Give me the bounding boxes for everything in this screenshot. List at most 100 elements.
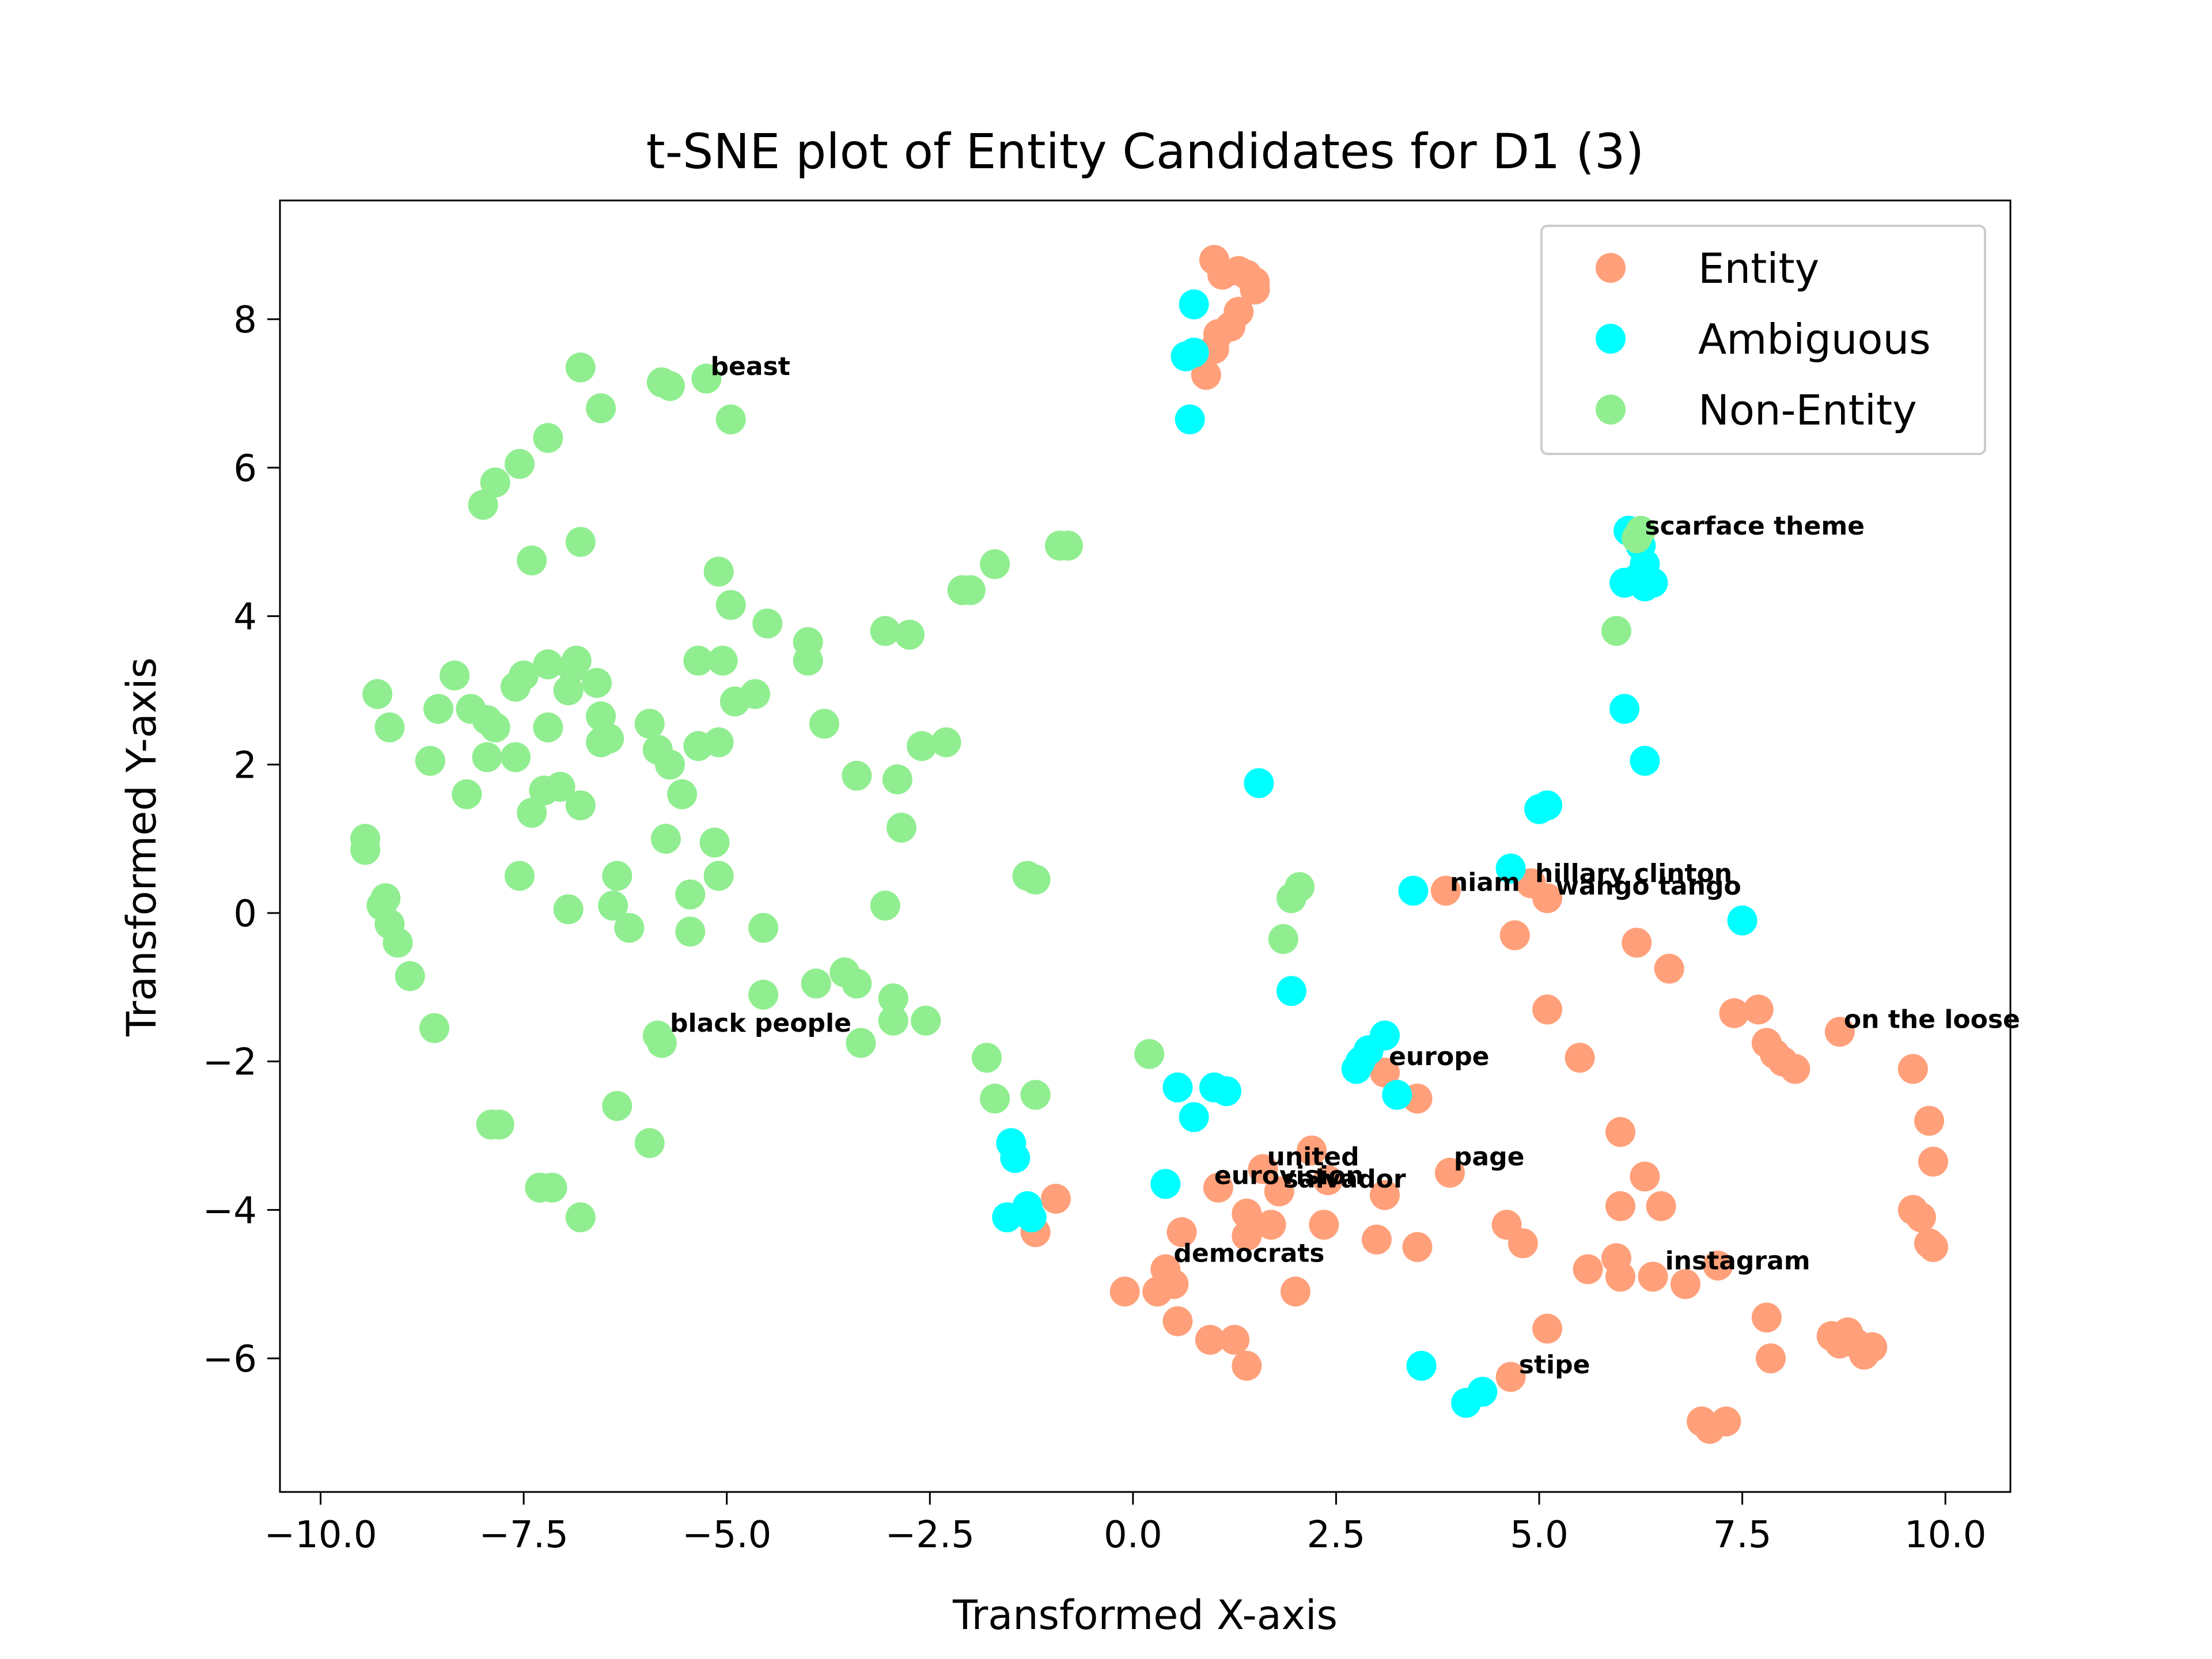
point-non-entity-96	[911, 1005, 941, 1036]
annotation-label: instagram	[1665, 1246, 1810, 1275]
x-tick-label: 10.0	[1904, 1514, 1987, 1556]
y-tick-label: −2	[203, 1041, 257, 1084]
point-non-entity-47	[545, 771, 575, 802]
point-entity-54	[1857, 1332, 1888, 1362]
point-non-entity-100	[1020, 1080, 1051, 1110]
x-tick-label: −2.5	[885, 1514, 975, 1556]
point-non-entity-81	[350, 835, 381, 865]
point-non-entity-77	[870, 891, 900, 921]
point-entity-74	[1402, 1232, 1433, 1262]
point-entity-16	[1654, 953, 1684, 984]
point-entity-28	[1918, 1146, 1948, 1177]
point-ambiguous-25	[1162, 1072, 1193, 1103]
point-entity-24	[1780, 1054, 1810, 1084]
point-entity-33	[1370, 1058, 1400, 1088]
y-tick-label: 4	[233, 596, 257, 639]
point-non-entity-35	[561, 645, 592, 676]
legend-label: Non-Entity	[1698, 386, 1917, 434]
x-tick-label: 2.5	[1307, 1514, 1366, 1556]
y-tick-label: 2	[233, 744, 257, 787]
point-non-entity-94	[878, 983, 908, 1014]
point-non-entity-104	[484, 1109, 514, 1140]
point-entity-75	[1166, 1217, 1197, 1247]
point-non-entity-59	[740, 679, 770, 709]
annotation-label: wango tango	[1555, 872, 1741, 901]
point-ambiguous-34	[1150, 1169, 1181, 1199]
point-non-entity-106	[537, 1172, 567, 1203]
point-entity-5	[1240, 274, 1270, 305]
annotation-label: europe	[1389, 1042, 1489, 1071]
y-tick-label: 6	[233, 448, 257, 490]
annotation-label: page	[1454, 1142, 1525, 1172]
plot-frame	[279, 199, 2012, 1493]
point-entity-36	[1630, 1161, 1660, 1192]
point-non-entity-89	[646, 1028, 677, 1058]
point-non-entity-50	[634, 709, 665, 739]
point-entity-84	[1232, 1351, 1262, 1381]
point-non-entity-60	[809, 709, 839, 739]
annotation-label: scarface theme	[1645, 512, 1865, 541]
point-non-entity-72	[602, 861, 632, 891]
point-ambiguous-16	[1398, 876, 1429, 906]
point-non-entity-6	[533, 423, 563, 453]
point-ambiguous-19	[1276, 976, 1306, 1006]
point-non-entity-57	[703, 727, 734, 757]
point-non-entity-8	[480, 467, 510, 498]
point-non-entity-101	[602, 1091, 632, 1121]
point-non-entity-37	[582, 668, 612, 698]
legend: Entity Ambiguous Non-Entity	[1540, 225, 1986, 455]
point-entity-67	[1370, 1180, 1400, 1210]
point-non-entity-2	[655, 371, 685, 402]
point-non-entity-32	[501, 672, 531, 702]
point-non-entity-12	[703, 556, 734, 587]
point-entity-79	[1109, 1277, 1140, 1307]
point-non-entity-3	[691, 363, 722, 394]
point-entity-45	[1670, 1269, 1700, 1300]
x-tick-label: −10.0	[264, 1514, 377, 1556]
point-entity-40	[1508, 1228, 1538, 1259]
point-non-entity-76	[505, 861, 535, 891]
point-ambiguous-3	[1175, 404, 1205, 435]
point-non-entity-0	[565, 352, 596, 382]
point-entity-57	[1711, 1406, 1741, 1437]
legend-marker-entity	[1596, 253, 1626, 283]
point-non-entity-68	[703, 861, 734, 891]
point-non-entity-108	[1134, 1039, 1165, 1069]
point-non-entity-97	[846, 1028, 876, 1058]
point-non-entity-45	[452, 779, 482, 809]
point-non-entity-62	[882, 764, 912, 794]
point-non-entity-26	[423, 694, 453, 724]
point-entity-65	[1297, 1135, 1327, 1166]
point-entity-80	[1280, 1277, 1310, 1307]
point-non-entity-102	[634, 1128, 665, 1158]
point-non-entity-36	[553, 675, 584, 706]
point-entity-25	[1824, 1017, 1855, 1047]
point-ambiguous-17	[1727, 905, 1758, 935]
point-non-entity-44	[501, 742, 531, 772]
annotation-label: niam	[1450, 868, 1520, 897]
point-non-entity-4	[586, 393, 616, 423]
point-non-entity-23	[1053, 531, 1083, 561]
point-ambiguous-10	[1609, 567, 1640, 598]
point-non-entity-91	[801, 968, 831, 999]
point-non-entity-16	[793, 645, 823, 676]
point-entity-70	[1232, 1198, 1262, 1229]
point-non-entity-99	[980, 1084, 1010, 1114]
point-entity-78	[1142, 1277, 1173, 1307]
point-non-entity-14	[752, 608, 783, 639]
legend-marker-non-entity	[1596, 395, 1626, 425]
point-non-entity-42	[415, 745, 445, 776]
point-non-entity-48	[517, 798, 547, 828]
point-entity-17	[1532, 994, 1563, 1025]
y-axis-title: Transformed Y-axis	[118, 657, 165, 1037]
point-non-entity-98	[972, 1043, 1002, 1073]
point-entity-19	[1719, 998, 1749, 1028]
point-entity-11	[1430, 876, 1461, 906]
point-entity-64	[1264, 1176, 1294, 1207]
x-tick-label: −5.0	[682, 1514, 771, 1556]
point-entity-18	[1565, 1043, 1595, 1073]
point-entity-26	[1897, 1054, 1928, 1084]
y-tick-label: 0	[233, 893, 257, 935]
y-tick-label: −4	[203, 1190, 257, 1232]
point-entity-20	[1743, 994, 1774, 1025]
